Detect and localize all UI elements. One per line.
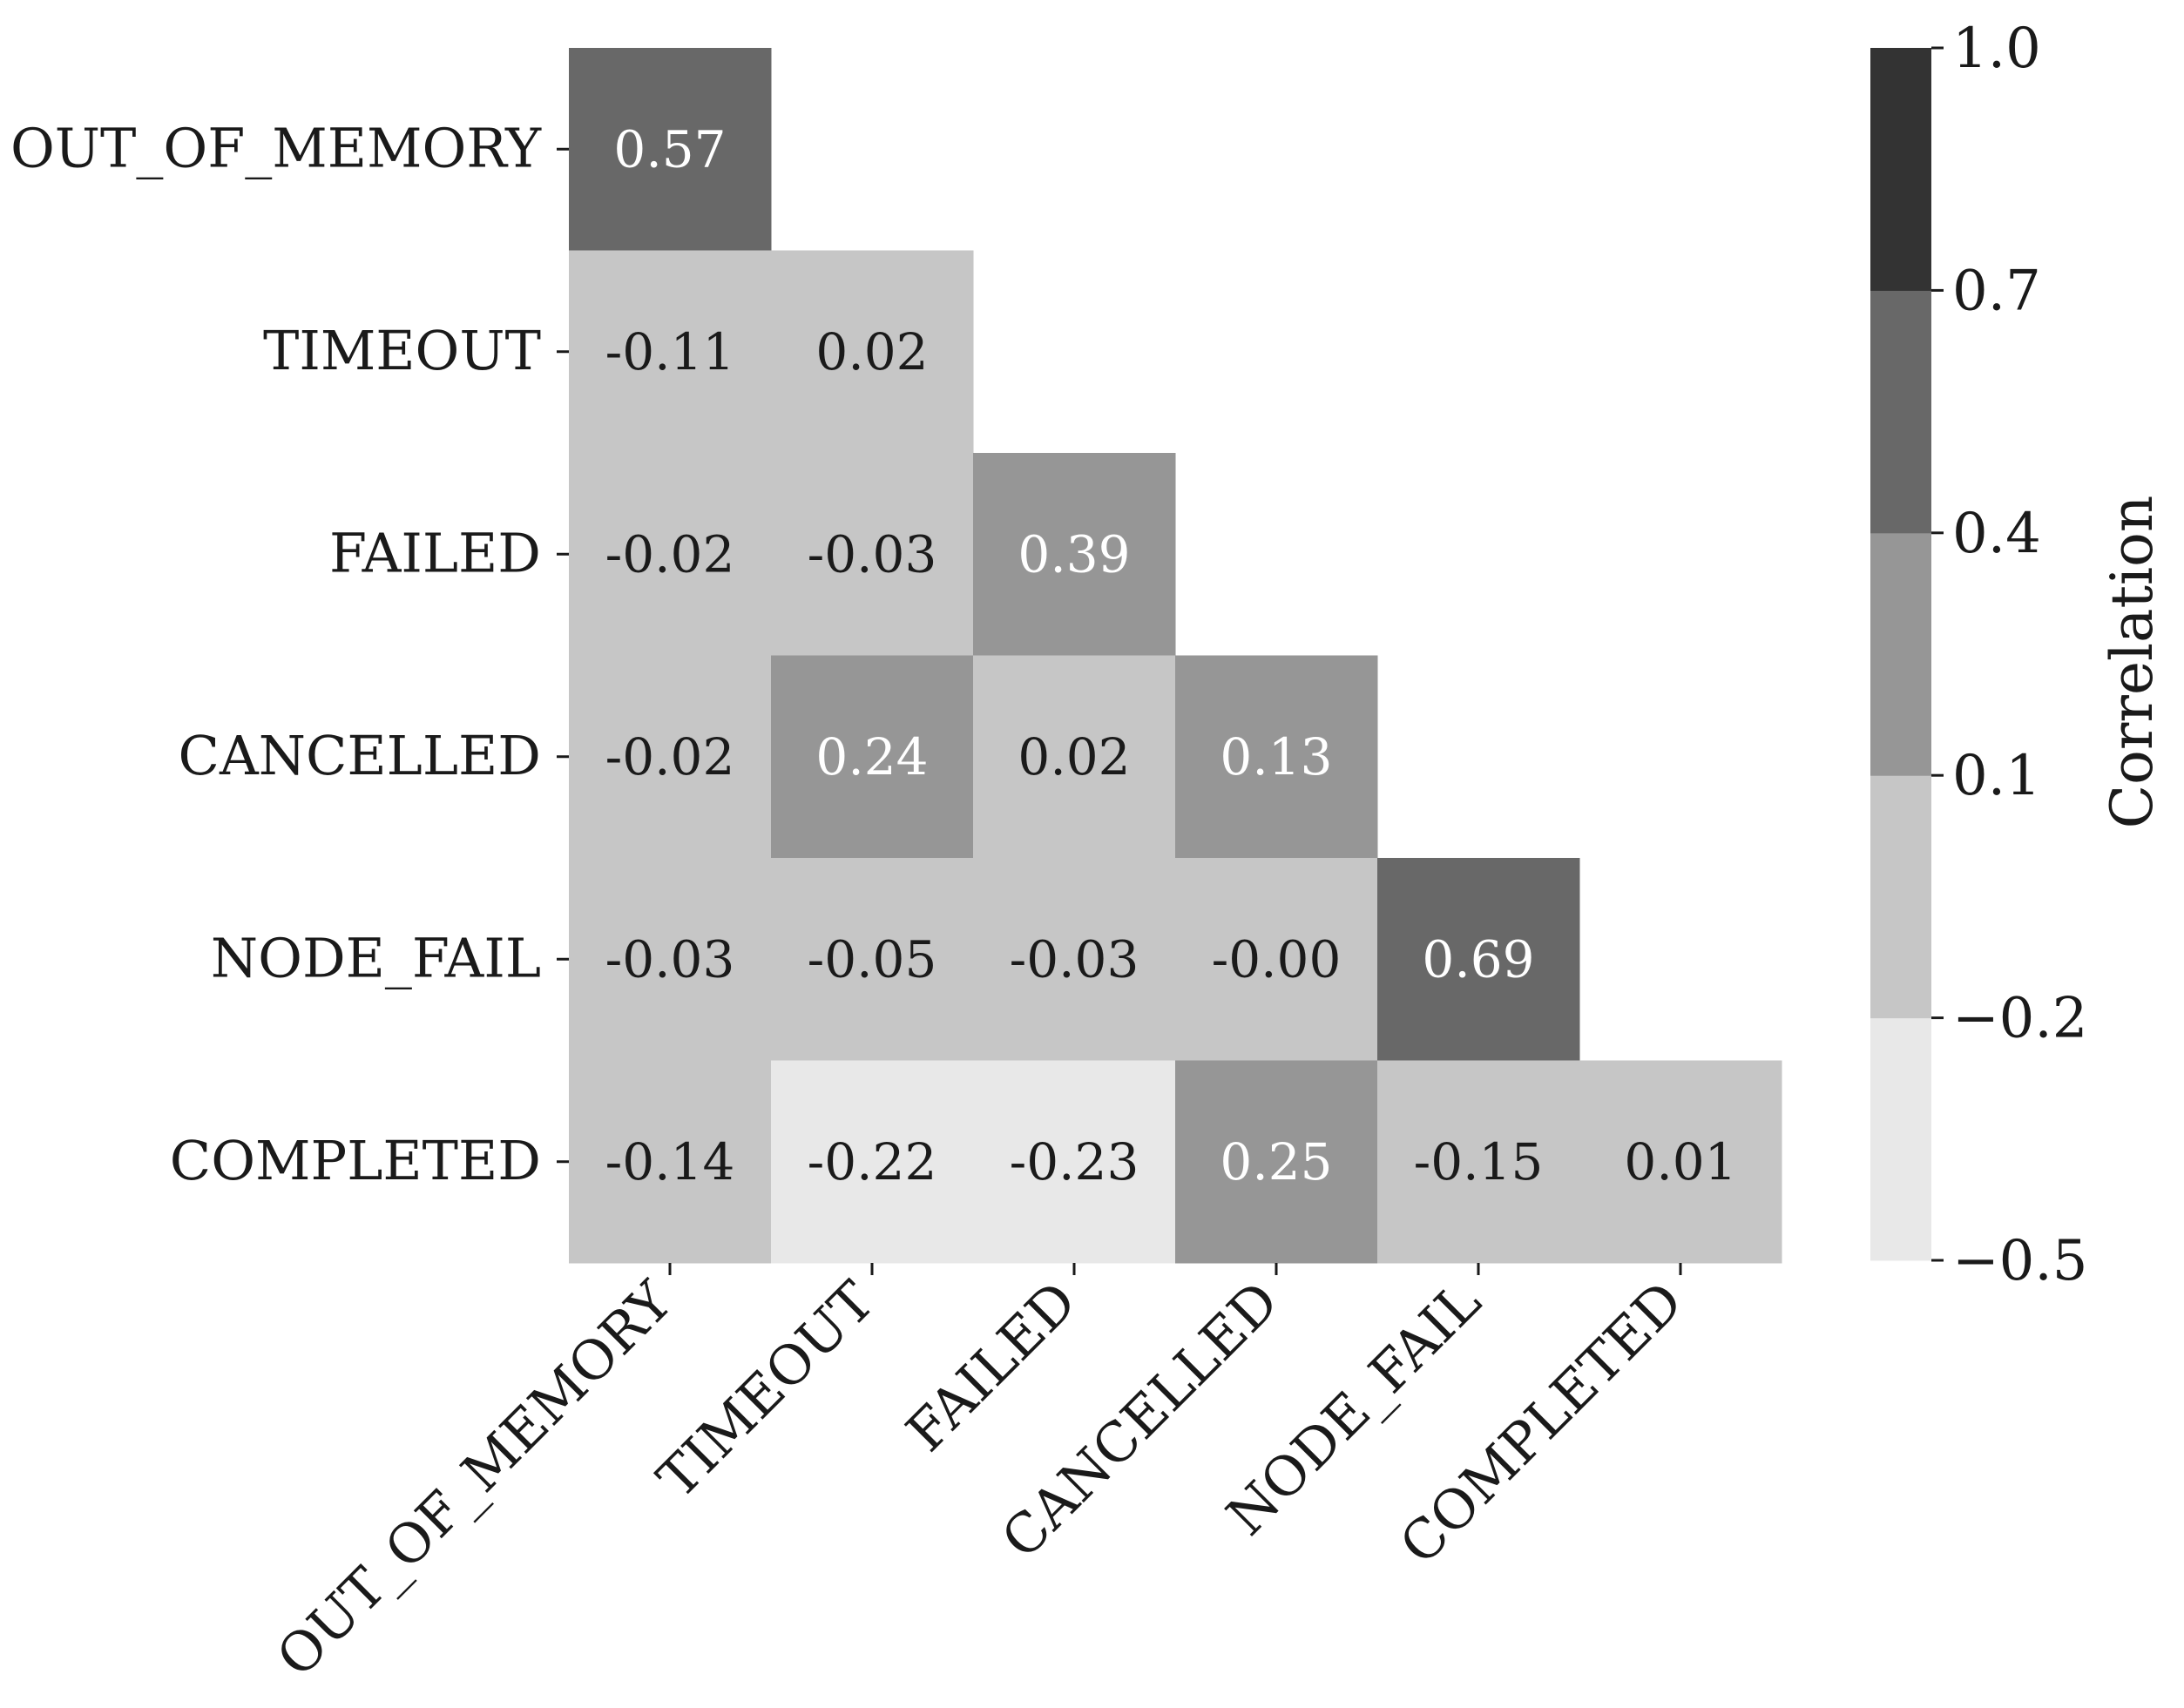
cell-value-label: 0.02: [815, 322, 928, 381]
colorbar-tick-label: 0.4: [1952, 502, 2041, 566]
colorbar-tick-label: 1.0: [1952, 17, 2041, 81]
heatmap-cell-node-fail-failed: [973, 858, 1176, 1061]
row-label-timeout: TIMEOUT: [263, 319, 541, 382]
cell-value-label: -0.00: [1212, 929, 1342, 989]
cell-value-label: -0.14: [605, 1132, 735, 1192]
heatmap-cell-node-fail-node-fail: [1377, 858, 1580, 1061]
cell-value-label: -0.15: [1414, 1132, 1544, 1192]
colorbar-tick-label: −0.2: [1952, 987, 2087, 1051]
heatmap-cell-completed-timeout: [771, 1060, 974, 1264]
heatmap-cell-node-fail-cancelled: [1175, 858, 1378, 1061]
colorbar-tick-label: 0.7: [1952, 259, 2041, 323]
heatmap-cell-out-of-memory-out-of-memory: [569, 48, 772, 251]
cell-value-label: 0.24: [815, 727, 928, 786]
colorbar-segment: [1870, 532, 1931, 776]
heatmap-cell-cancelled-cancelled: [1175, 655, 1378, 859]
heatmap-cell-completed-node-fail: [1377, 1060, 1580, 1264]
cell-value-label: -0.23: [1010, 1132, 1139, 1192]
cell-value-label: 0.69: [1422, 929, 1534, 989]
cell-value-label: -0.03: [808, 524, 937, 584]
heatmap-cell-completed-completed: [1579, 1060, 1782, 1264]
cell-value-label: -0.05: [808, 929, 937, 989]
heatmap-cell-failed-timeout: [771, 453, 974, 656]
cell-value-label: 0.39: [1018, 524, 1130, 584]
column-label-failed: FAILED: [894, 1269, 1088, 1463]
colorbar-segment: [1870, 775, 1931, 1019]
cell-value-label: -0.11: [605, 322, 735, 381]
heatmap-cell-completed-out-of-memory: [569, 1060, 772, 1264]
colorbar: −0.5 −0.2 0.1 0.4 0.7 1.0: [1870, 17, 2087, 1293]
colorbar-label: Correlation: [2099, 496, 2166, 829]
colorbar-segment: [1870, 1017, 1931, 1261]
column-label-timeout: TIMEOUT: [645, 1269, 886, 1510]
row-axis-labels: OUT_OF_MEMORY TIMEOUT FAILED CANCELLED NODE_…: [10, 116, 569, 1192]
heatmap-cell-cancelled-out-of-memory: [569, 655, 772, 859]
heatmap-cell-failed-out-of-memory: [569, 453, 772, 656]
heatmap-cell-node-fail-out-of-memory: [569, 858, 772, 1061]
row-label-failed: FAILED: [329, 521, 541, 584]
cell-value-label: -0.03: [605, 929, 735, 989]
heatmap-cell-node-fail-timeout: [771, 858, 974, 1061]
cell-value-label: -0.22: [808, 1132, 937, 1192]
cell-value-label: -0.03: [1010, 929, 1139, 989]
colorbar-tick-label: 0.1: [1952, 744, 2041, 808]
cell-value-label: 0.57: [613, 119, 726, 179]
cell-value-label: 0.13: [1220, 727, 1332, 786]
colorbar-segment: [1870, 48, 1931, 291]
cell-value-label: -0.02: [605, 727, 735, 786]
heatmap-cell-failed-failed: [973, 453, 1176, 656]
heatmap-cell-timeout-out-of-memory: [569, 250, 772, 454]
column-label-out-of-memory: OUT_OF_MEMORY: [264, 1268, 685, 1689]
heatmap-cell-cancelled-timeout: [771, 655, 974, 859]
heatmap-cells: 0.57 -0.11 0.02 -0.02 -0.03 0.39 -0.02 0.24 0.02…: [569, 48, 1782, 1264]
row-label-cancelled: CANCELLED: [179, 724, 541, 787]
cell-value-label: 0.01: [1624, 1132, 1736, 1192]
row-label-node-fail: NODE_FAIL: [211, 926, 541, 989]
cell-value-label: -0.02: [605, 524, 735, 584]
heatmap-cell-completed-failed: [973, 1060, 1176, 1264]
colorbar-segment: [1870, 290, 1931, 534]
heatmap-cell-cancelled-failed: [973, 655, 1176, 859]
cell-value-label: 0.02: [1018, 727, 1130, 786]
row-label-out-of-memory: OUT_OF_MEMORY: [10, 116, 542, 179]
cell-value-label: 0.25: [1220, 1132, 1332, 1192]
heatmap-cell-completed-cancelled: [1175, 1060, 1378, 1264]
colorbar-tick-label: −0.5: [1952, 1229, 2087, 1293]
row-label-completed: COMPLETED: [170, 1129, 541, 1192]
heatmap-cell-timeout-timeout: [771, 250, 974, 454]
